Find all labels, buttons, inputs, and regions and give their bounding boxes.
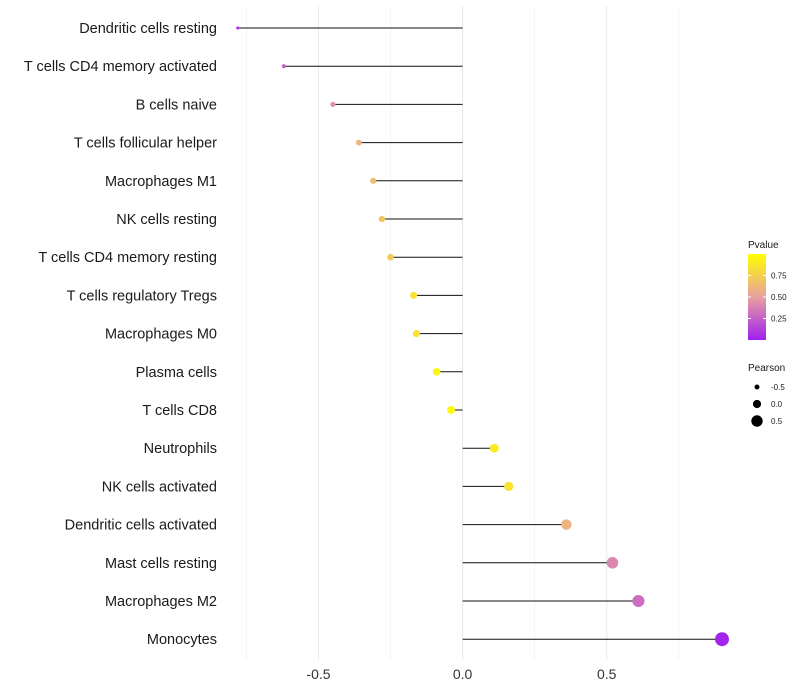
pvalue-colorbar-ticks: 0.75 0.50 0.25	[748, 272, 787, 324]
lollipop-point	[387, 253, 394, 261]
x-tick-label: 0.5	[597, 666, 617, 682]
pearson-legend-title: Pearson	[748, 363, 785, 374]
category-label: T cells CD4 memory resting	[38, 250, 217, 266]
category-labels: Dendritic cells resting T cells CD4 memor…	[24, 21, 217, 648]
category-label: Neutrophils	[144, 441, 217, 457]
category-label: Monocytes	[147, 632, 217, 648]
lollipop-point	[432, 368, 441, 376]
category-label: T cells CD8	[142, 403, 217, 419]
size-legend-label: 0.5	[771, 417, 783, 426]
size-legend-dot	[752, 399, 762, 409]
pvalue-colorbar	[748, 254, 766, 340]
category-label: Dendritic cells resting	[79, 21, 217, 37]
pvalue-legend-title: Pvalue	[748, 240, 779, 251]
stem-layer	[237, 27, 722, 640]
category-label: B cells naive	[136, 97, 217, 113]
lollipop-point	[504, 481, 514, 492]
lollipop-point	[410, 291, 418, 299]
pearson-size-legend: -0.5 0.0 0.5	[751, 383, 785, 427]
lollipop-point	[355, 139, 362, 146]
x-tick-label: -0.5	[306, 666, 330, 682]
category-label: NK cells activated	[102, 479, 217, 495]
category-label: T cells CD4 memory activated	[24, 59, 217, 75]
lollipop-point	[370, 177, 377, 184]
lollipop-point	[632, 594, 645, 608]
lollipop-point	[281, 64, 286, 69]
category-label: NK cells resting	[116, 212, 217, 228]
lollipop-point	[330, 101, 336, 108]
size-legend-dot	[754, 384, 760, 390]
size-legend-label: 0.0	[771, 400, 783, 409]
category-label: Mast cells resting	[105, 556, 217, 572]
category-label: T cells follicular helper	[74, 136, 217, 152]
grid-layer	[246, 6, 680, 660]
colorbar-tick-label: 0.50	[771, 293, 787, 302]
category-label: Macrophages M1	[105, 174, 217, 190]
category-label: Macrophages M0	[105, 327, 217, 343]
point-layer	[236, 26, 729, 647]
category-label: Macrophages M2	[105, 594, 217, 610]
lollipop-point	[561, 519, 572, 530]
x-axis-ticks: -0.5 0.0 0.5	[306, 666, 616, 682]
category-label: T cells regulatory Tregs	[67, 288, 217, 304]
lollipop-point	[236, 26, 240, 30]
lollipop-point	[606, 557, 619, 569]
category-label: Dendritic cells activated	[65, 518, 217, 534]
x-tick-label: 0.0	[453, 666, 473, 682]
legend: Pvalue 0.75 0.50 0.25 Pearson -0.5 0.0 0.5	[748, 240, 787, 427]
lollipop-point	[489, 443, 499, 453]
colorbar-tick-label: 0.75	[771, 272, 787, 281]
lollipop-point	[378, 215, 386, 223]
lollipop-point	[412, 330, 421, 338]
colorbar-tick-label: 0.25	[771, 315, 787, 324]
size-legend-dot	[751, 415, 763, 427]
lollipop-point	[715, 632, 729, 647]
category-label: Plasma cells	[136, 365, 217, 381]
size-legend-label: -0.5	[771, 383, 785, 392]
lollipop-point	[447, 406, 456, 414]
